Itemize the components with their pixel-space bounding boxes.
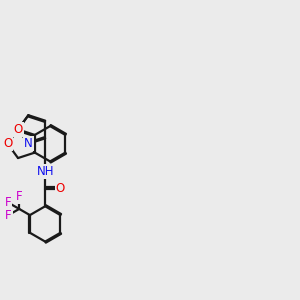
Text: F: F [16,190,22,203]
Text: F: F [4,196,11,209]
Text: F: F [5,208,12,222]
Text: O: O [56,182,65,195]
Text: O: O [14,123,22,136]
Text: O: O [3,137,12,150]
Text: N: N [24,137,33,150]
Text: NH: NH [36,165,54,178]
